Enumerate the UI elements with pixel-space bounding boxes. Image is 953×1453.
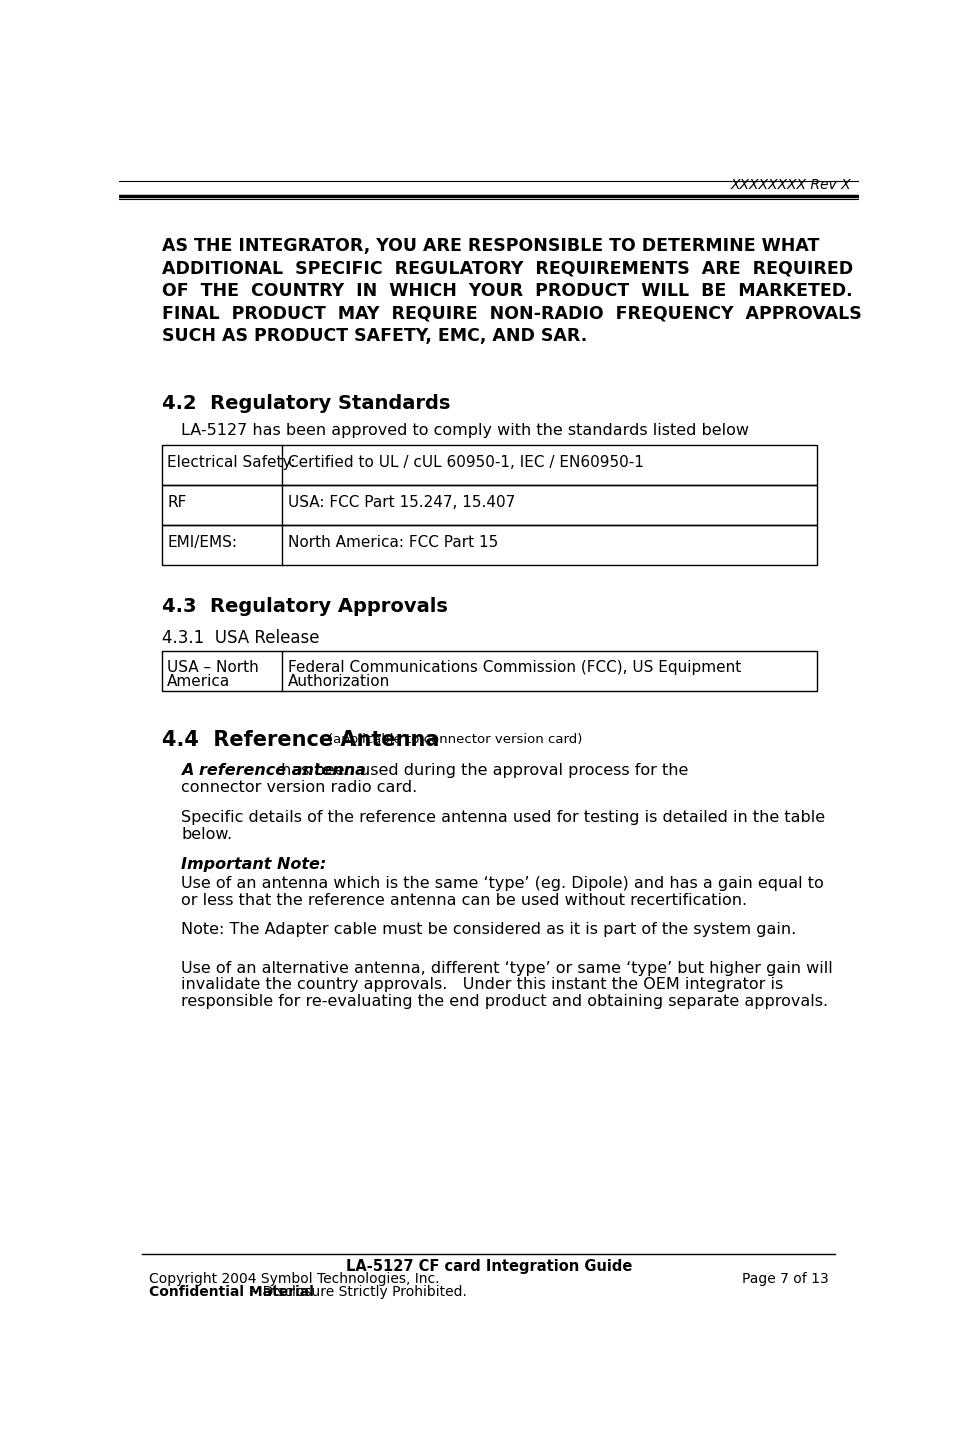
Text: Certified to UL / cUL 60950-1, IEC / EN60950-1: Certified to UL / cUL 60950-1, IEC / EN6… (288, 455, 643, 471)
Text: Confidential Material: Confidential Material (149, 1284, 314, 1299)
Bar (162, 651, 816, 692)
Text: 4.3  Regulatory Approvals: 4.3 Regulatory Approvals (162, 597, 447, 616)
Text: America: America (167, 674, 231, 689)
Text: Electrical Safety:: Electrical Safety: (167, 455, 295, 471)
Text: Authorization: Authorization (288, 674, 390, 689)
Text: Important Note:: Important Note: (181, 857, 326, 872)
Text: responsible for re-evaluating the end product and obtaining separate approvals.: responsible for re-evaluating the end pr… (181, 994, 827, 1010)
Text: Use of an alternative antenna, different ‘type’ or same ‘type’ but higher gain w: Use of an alternative antenna, different… (181, 960, 832, 975)
Text: RF: RF (167, 495, 187, 510)
Text: Note: The Adapter cable must be considered as it is part of the system gain.: Note: The Adapter cable must be consider… (181, 923, 796, 937)
Text: SUCH AS PRODUCT SAFETY, EMC, AND SAR.: SUCH AS PRODUCT SAFETY, EMC, AND SAR. (162, 327, 586, 344)
Text: invalidate the country approvals.   Under this instant the OEM integrator is: invalidate the country approvals. Under … (181, 978, 782, 992)
Text: 4.2  Regulatory Standards: 4.2 Regulatory Standards (162, 394, 450, 413)
Text: (applicable to connector version card): (applicable to connector version card) (328, 734, 582, 747)
Text: 4.4  Reference Antenna: 4.4 Reference Antenna (162, 729, 438, 750)
Text: USA – North: USA – North (167, 660, 259, 676)
Text: below.: below. (181, 827, 233, 841)
Text: FINAL  PRODUCT  MAY  REQUIRE  NON-RADIO  FREQUENCY  APPROVALS: FINAL PRODUCT MAY REQUIRE NON-RADIO FREQ… (162, 305, 861, 323)
Text: Use of an antenna which is the same ‘type’ (eg. Dipole) and has a gain equal to: Use of an antenna which is the same ‘typ… (181, 876, 823, 891)
Text: has been used during the approval process for the: has been used during the approval proces… (275, 763, 687, 779)
Text: ADDITIONAL  SPECIFIC  REGULATORY  REQUIREMENTS  ARE  REQUIRED: ADDITIONAL SPECIFIC REGULATORY REQUIREME… (162, 260, 852, 278)
Text: A reference antenna: A reference antenna (181, 763, 366, 779)
Text: Copyright 2004 Symbol Technologies, Inc.: Copyright 2004 Symbol Technologies, Inc. (149, 1273, 438, 1286)
Text: USA: FCC Part 15.247, 15.407: USA: FCC Part 15.247, 15.407 (288, 495, 515, 510)
Bar (162, 445, 816, 485)
Text: EMI/EMS:: EMI/EMS: (167, 536, 237, 551)
Text: XXXXXXXX Rev X: XXXXXXXX Rev X (729, 179, 850, 192)
Text: or less that the reference antenna can be used without recertification.: or less that the reference antenna can b… (181, 892, 746, 908)
Bar (162, 525, 816, 565)
Text: Page 7 of 13: Page 7 of 13 (741, 1273, 828, 1286)
Text: Federal Communications Commission (FCC), US Equipment: Federal Communications Commission (FCC),… (288, 660, 740, 676)
Bar (162, 485, 816, 525)
Text: – Disclosure Strictly Prohibited.: – Disclosure Strictly Prohibited. (247, 1284, 467, 1299)
Text: OF  THE  COUNTRY  IN  WHICH  YOUR  PRODUCT  WILL  BE  MARKETED.: OF THE COUNTRY IN WHICH YOUR PRODUCT WIL… (162, 282, 852, 301)
Text: AS THE INTEGRATOR, YOU ARE RESPONSIBLE TO DETERMINE WHAT: AS THE INTEGRATOR, YOU ARE RESPONSIBLE T… (162, 237, 819, 256)
Text: Specific details of the reference antenna used for testing is detailed in the ta: Specific details of the reference antenn… (181, 809, 824, 825)
Text: North America: FCC Part 15: North America: FCC Part 15 (288, 536, 497, 551)
Text: connector version radio card.: connector version radio card. (181, 780, 417, 795)
Text: LA-5127 has been approved to comply with the standards listed below: LA-5127 has been approved to comply with… (181, 423, 748, 437)
Text: LA-5127 CF card Integration Guide: LA-5127 CF card Integration Guide (345, 1258, 632, 1273)
Text: 4.3.1  USA Release: 4.3.1 USA Release (162, 629, 319, 648)
